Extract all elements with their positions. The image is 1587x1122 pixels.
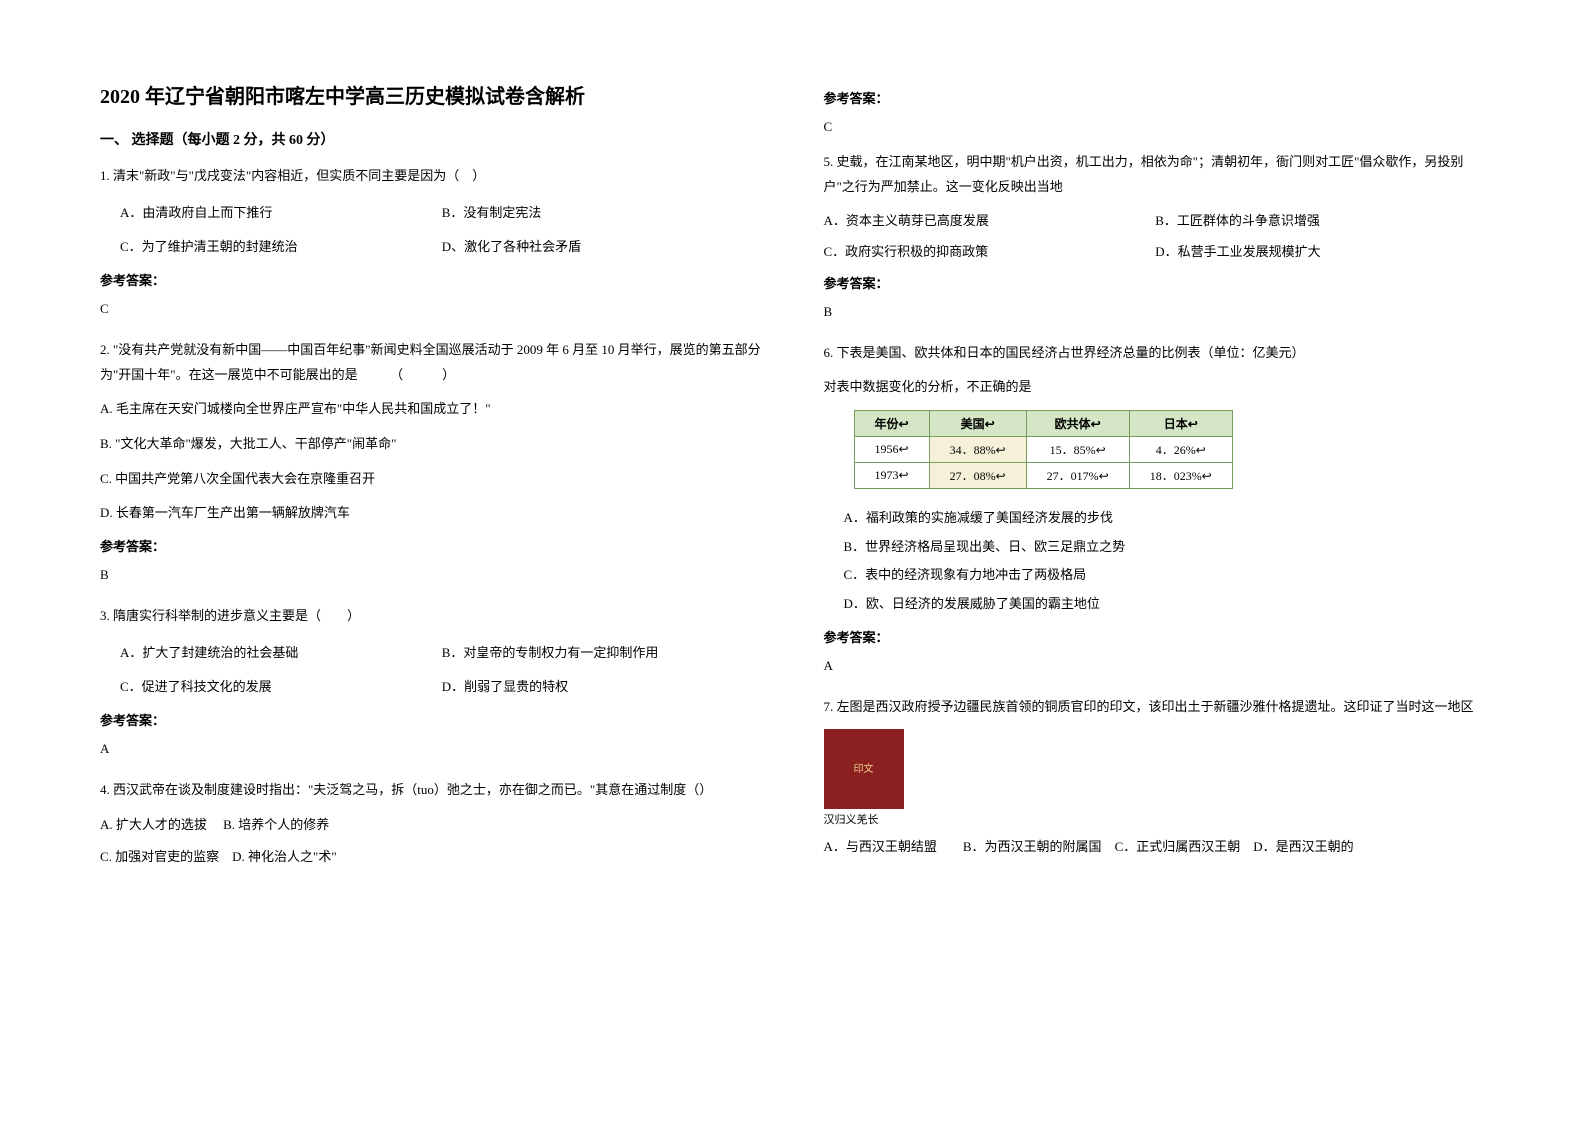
cell: 1973↩ — [854, 463, 929, 489]
table-header-row: 年份↩ 美国↩ 欧共体↩ 日本↩ — [854, 411, 1232, 437]
q5-option-d: D．私营手工业发展规模扩大 — [1155, 240, 1487, 265]
q1-answer-label: 参考答案： — [100, 270, 764, 289]
q4-option-a: A. 扩大人才的选拔 — [100, 817, 207, 832]
q1-option-b: B．没有制定宪法 — [442, 199, 764, 228]
seal-caption: 汉归义羌长 — [824, 811, 1488, 827]
q4-answer-label: 参考答案： — [824, 88, 1488, 107]
table-row: 1956↩ 34．88%↩ 15．85%↩ 4．26%↩ — [854, 437, 1232, 463]
q7-option-c: C．正式归属西汉王朝 — [1115, 839, 1241, 854]
question-7: 7. 左图是西汉政府授予边疆民族首领的铜质官印的印文，该印出土于新疆沙雅什格提遗… — [824, 695, 1488, 868]
q1-stem: 1. 清末"新政"与"戊戌变法"内容相近，但实质不同主要是因为（ ） — [100, 164, 764, 189]
q2-option-c: C. 中国共产党第八次全国代表大会在京隆重召开 — [100, 467, 764, 492]
q5-option-a: A．资本主义萌芽已高度发展 — [824, 209, 1156, 234]
cell: 18．023%↩ — [1129, 463, 1232, 489]
q2-answer: B — [100, 567, 764, 583]
cell: 1956↩ — [854, 437, 929, 463]
q6-option-a: A．福利政策的实施减缓了美国经济发展的步伐 — [844, 504, 1488, 533]
th-us: 美国↩ — [929, 411, 1026, 437]
q6-option-d: D．欧、日经济的发展威胁了美国的霸主地位 — [844, 590, 1488, 619]
q6-answer-label: 参考答案： — [824, 627, 1488, 646]
q2-option-b: B. "文化大革命"爆发，大批工人、干部停产"闹革命" — [100, 432, 764, 457]
q2-stem: 2. "没有共产党就没有新中国——中国百年纪事"新闻史料全国巡展活动于 2009… — [100, 338, 764, 387]
q5-stem: 5. 史载，在江南某地区，明中期"机户出资，机工出力，相依为命"；清朝初年，衙门… — [824, 150, 1488, 199]
q7-stem: 7. 左图是西汉政府授予边疆民族首领的铜质官印的印文，该印出土于新疆沙雅什格提遗… — [824, 695, 1488, 720]
q3-option-c: C．促进了科技文化的发展 — [120, 673, 442, 702]
q2-answer-label: 参考答案： — [100, 536, 764, 555]
q5-answer: B — [824, 304, 1488, 320]
question-2: 2. "没有共产党就没有新中国——中国百年纪事"新闻史料全国巡展活动于 2009… — [100, 338, 764, 598]
th-year: 年份↩ — [854, 411, 929, 437]
question-4: 4. 西汉武帝在谈及制度建设时指出："夫泛驾之马，拆（tuo）弛之士，亦在御之而… — [100, 778, 764, 878]
q3-answer-label: 参考答案： — [100, 710, 764, 729]
cell: 27．08%↩ — [929, 463, 1026, 489]
q3-stem: 3. 隋唐实行科举制的进步意义主要是（ ） — [100, 604, 764, 629]
cell: 34．88%↩ — [929, 437, 1026, 463]
table-row: 1973↩ 27．08%↩ 27．017%↩ 18．023%↩ — [854, 463, 1232, 489]
q6-option-c: C．表中的经济现象有力地冲击了两极格局 — [844, 561, 1488, 590]
page-title: 2020 年辽宁省朝阳市喀左中学高三历史模拟试卷含解析 — [100, 80, 764, 109]
q4-stem: 4. 西汉武帝在谈及制度建设时指出："夫泛驾之马，拆（tuo）弛之士，亦在御之而… — [100, 778, 764, 803]
q4-option-b: B. 培养个人的修养 — [223, 817, 329, 832]
q3-option-a: A．扩大了封建统治的社会基础 — [120, 639, 442, 668]
cell: 4．26%↩ — [1129, 437, 1232, 463]
q6-option-b: B．世界经济格局呈现出美、日、欧三足鼎立之势 — [844, 533, 1488, 562]
q4-option-c: C. 加强对官吏的监察 — [100, 849, 219, 864]
question-3: 3. 隋唐实行科举制的进步意义主要是（ ） A．扩大了封建统治的社会基础 B．对… — [100, 604, 764, 772]
th-ec: 欧共体↩ — [1026, 411, 1129, 437]
q4-option-d: D. 神化治人之"术" — [232, 849, 337, 864]
q6-sub: 对表中数据变化的分析，不正确的是 — [824, 375, 1488, 400]
q6-data-table: 年份↩ 美国↩ 欧共体↩ 日本↩ 1956↩ 34．88%↩ 15．85%↩ 4… — [854, 410, 1233, 489]
section-header: 一、 选择题（每小题 2 分，共 60 分） — [100, 129, 764, 149]
q4-answer: C — [824, 119, 1488, 135]
question-5: 5. 史载，在江南某地区，明中期"机户出资，机工出力，相依为命"；清朝初年，衙门… — [824, 150, 1488, 335]
q3-answer: A — [100, 741, 764, 757]
q2-option-d: D. 长春第一汽车厂生产出第一辆解放牌汽车 — [100, 501, 764, 526]
cell: 15．85%↩ — [1026, 437, 1129, 463]
q1-option-d: D、激化了各种社会矛盾 — [442, 233, 764, 262]
q1-option-a: A．由清政府自上而下推行 — [120, 199, 442, 228]
q5-option-b: B．工匠群体的斗争意识增强 — [1155, 209, 1487, 234]
q7-option-b: B．为西汉王朝的附属国 — [963, 839, 1102, 854]
q7-option-a: A．与西汉王朝结盟 — [824, 839, 937, 854]
left-column: 2020 年辽宁省朝阳市喀左中学高三历史模拟试卷含解析 一、 选择题（每小题 2… — [100, 80, 764, 1042]
q5-option-c: C．政府实行积极的抑商政策 — [824, 240, 1156, 265]
question-6: 6. 下表是美国、欧共体和日本的国民经济占世界经济总量的比例表（单位：亿美元） … — [824, 341, 1488, 689]
seal-text: 印文 — [854, 763, 874, 776]
q7-option-d: D．是西汉王朝的 — [1253, 839, 1353, 854]
q3-option-b: B．对皇帝的专制权力有一定抑制作用 — [442, 639, 764, 668]
q3-option-d: D．削弱了显贵的特权 — [442, 673, 764, 702]
cell: 27．017%↩ — [1026, 463, 1129, 489]
question-1: 1. 清末"新政"与"戊戌变法"内容相近，但实质不同主要是因为（ ） A．由清政… — [100, 164, 764, 332]
q6-stem: 6. 下表是美国、欧共体和日本的国民经济占世界经济总量的比例表（单位：亿美元） — [824, 341, 1488, 366]
th-jp: 日本↩ — [1129, 411, 1232, 437]
q5-answer-label: 参考答案： — [824, 273, 1488, 292]
q1-answer: C — [100, 301, 764, 317]
q1-option-c: C．为了维护清王朝的封建统治 — [120, 233, 442, 262]
q6-answer: A — [824, 658, 1488, 674]
q2-option-a: A. 毛主席在天安门城楼向全世界庄严宣布"中华人民共和国成立了！" — [100, 397, 764, 422]
right-column: 参考答案： C 5. 史载，在江南某地区，明中期"机户出资，机工出力，相依为命"… — [824, 80, 1488, 1042]
seal-image: 印文 — [824, 729, 904, 809]
